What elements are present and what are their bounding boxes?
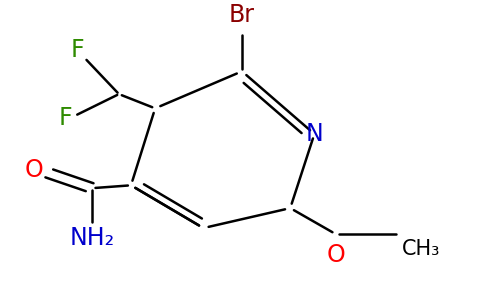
Text: NH₂: NH₂ — [70, 226, 115, 250]
Text: O: O — [24, 158, 43, 182]
Text: CH₃: CH₃ — [401, 239, 440, 260]
Text: F: F — [70, 38, 84, 62]
Text: N: N — [305, 122, 323, 146]
Text: Br: Br — [229, 3, 255, 27]
Text: O: O — [327, 243, 346, 267]
Text: F: F — [59, 106, 73, 130]
